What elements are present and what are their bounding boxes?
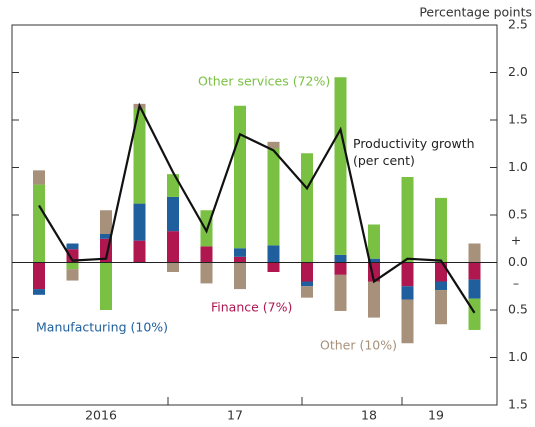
bar-segment (33, 184, 45, 263)
y-tick-label: 2.5 (508, 17, 528, 32)
bar-segment (401, 262, 414, 287)
line (38, 102, 476, 314)
bar-segment (200, 262, 213, 284)
bar-segment (301, 262, 313, 282)
bar-segment (368, 224, 380, 259)
line-label: Productivity growth (per cent) (353, 136, 475, 168)
y-tick-label: 2.0 (508, 64, 528, 79)
y-tick-label: 1.5 (508, 112, 528, 127)
bar-segment (368, 281, 380, 318)
negative-sign: – (513, 276, 519, 291)
y-axis-label: Percentage points (419, 5, 532, 20)
bar-segment (100, 262, 112, 310)
bar-segment (401, 177, 414, 263)
bar-segment (33, 289, 45, 295)
x-tick-label: 17 (227, 408, 243, 423)
bar-segment (368, 258, 380, 263)
y-tick-label: 1.5 (508, 397, 528, 412)
y-tick-label: 0.5 (508, 302, 528, 317)
x-tick-label: 19 (428, 408, 444, 423)
bar-segment (301, 286, 313, 298)
x-tick-label: 2016 (85, 408, 117, 423)
positive-sign: + (511, 233, 521, 248)
series-label: Other (10%) (320, 338, 397, 353)
bar-segment (334, 274, 347, 311)
bar-segment (66, 249, 79, 263)
bar-segment (167, 174, 179, 197)
bar-segment (468, 243, 481, 263)
bar-segment (267, 141, 280, 149)
bar-segment (468, 298, 481, 330)
bar-segment (66, 262, 79, 270)
bar-segment (133, 203, 146, 241)
bar-segment (301, 153, 313, 263)
bar-segment (234, 248, 246, 257)
bar-segment (267, 245, 280, 263)
bar-segment (234, 262, 246, 290)
y-tick-label: 1.0 (508, 159, 528, 174)
bar-segment (468, 262, 481, 280)
bar-segment (234, 105, 246, 249)
bar-segment (100, 234, 112, 239)
bar-segment (401, 299, 414, 344)
bar-segment (66, 269, 79, 281)
bar-segment (234, 256, 246, 263)
bar-segment (267, 148, 280, 246)
y-tick-label: 1.0 (508, 349, 528, 364)
bar-segment (133, 240, 146, 263)
bar-segment (334, 77, 347, 255)
bar-segment (33, 262, 45, 290)
bar-segment (435, 197, 447, 263)
bar-segment (267, 262, 280, 272)
bar-segment (401, 286, 414, 300)
bar-segment (200, 246, 213, 263)
series-label: Finance (7%) (211, 300, 292, 315)
bar-segment (468, 279, 481, 299)
series-label: Manufacturing (10%) (36, 320, 168, 335)
bar-segment (334, 262, 347, 275)
bar-segment (167, 231, 179, 263)
bar-segment (100, 210, 112, 234)
x-tick-label: 18 (361, 408, 377, 423)
y-tick-label: 0.0 (508, 254, 528, 269)
bar-segment (33, 170, 45, 185)
bar-segment (133, 108, 146, 204)
y-tick-label: 0.5 (508, 207, 528, 222)
bar-segment (167, 262, 179, 272)
bar-segment (301, 281, 313, 287)
bar-segment (66, 243, 79, 250)
bar-segment (334, 254, 347, 263)
bar-segment (435, 290, 447, 325)
bar-segment (435, 281, 447, 291)
bar-segment (167, 196, 179, 232)
series-label: Other services (72%) (198, 74, 330, 89)
